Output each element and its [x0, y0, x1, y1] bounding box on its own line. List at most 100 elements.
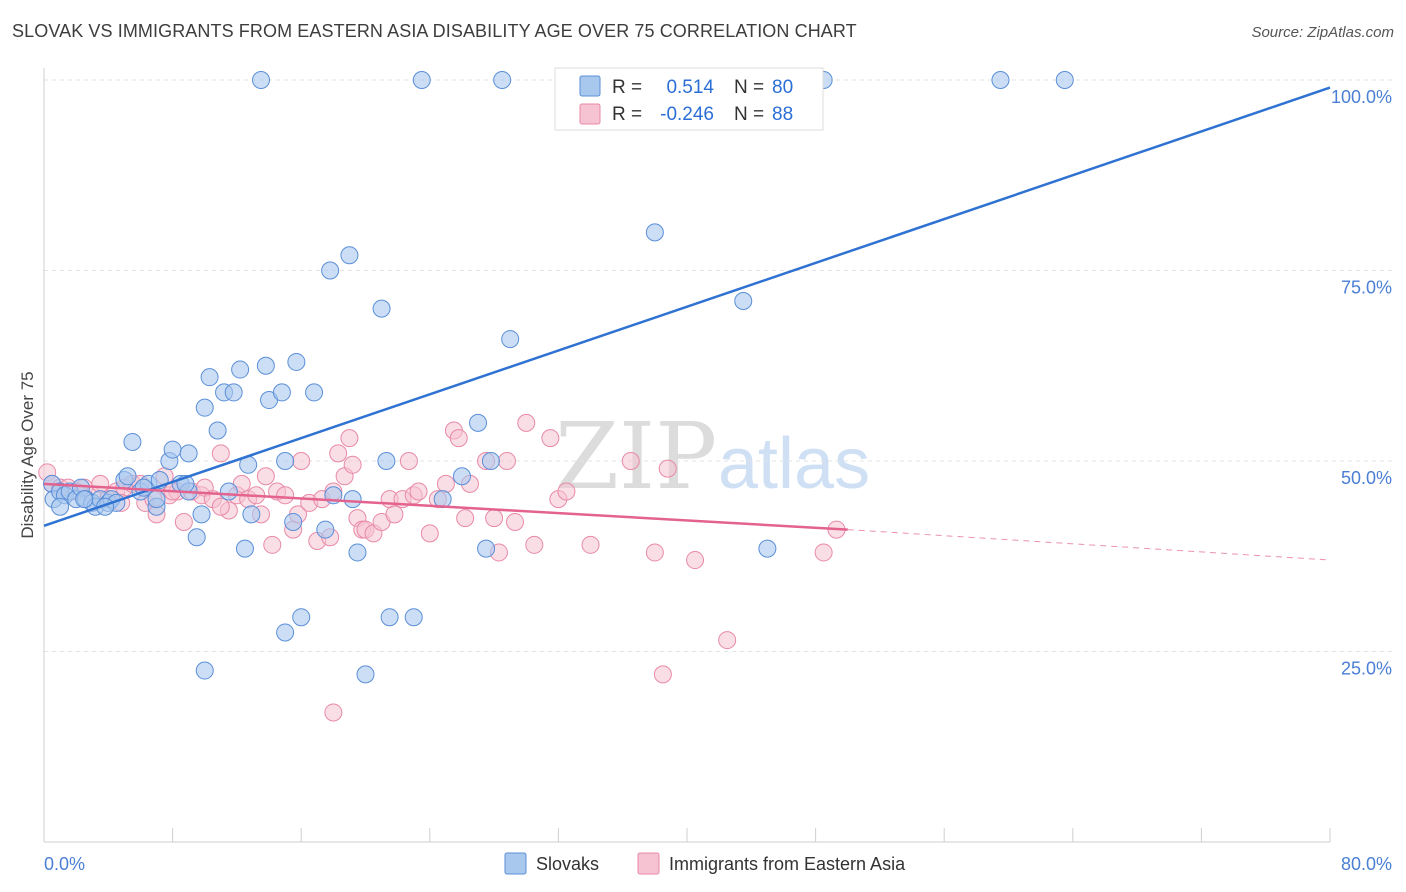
slovaks-point-49: [343, 490, 362, 509]
slovaks-point-75: [75, 490, 94, 509]
immigrants-point-60: [436, 474, 455, 493]
slovaks-point-52: [372, 299, 391, 318]
immigrants-trend-line: [43, 482, 848, 531]
immigrants-point-53: [385, 505, 404, 524]
slovaks-point-61: [481, 452, 500, 470]
immigrants-point-19: [174, 512, 193, 531]
immigrants-point-37: [292, 452, 311, 470]
slovaks-point-35: [242, 505, 261, 524]
slovaks-point-27: [195, 398, 214, 417]
legend-swatch-immigrants: [579, 103, 601, 125]
immigrants-point-72: [541, 429, 560, 448]
series-legend: Slovaks Immigrants from Eastern Asia: [504, 852, 906, 875]
slovaks-point-28: [200, 368, 219, 387]
immigrants-point-68: [497, 452, 516, 470]
slovaks-point-55: [404, 608, 423, 627]
correlation-legend: R = 0.514 N = 80 R = -0.246 N = 88: [554, 67, 824, 131]
slovaks-point-31: [224, 383, 243, 402]
slovaks-point-62: [493, 71, 512, 89]
slovaks-point-40: [276, 452, 295, 470]
slovaks-point-39: [272, 383, 291, 402]
slovaks-point-78: [219, 482, 238, 501]
slovaks-points: [43, 71, 1074, 684]
immigrants-point-71: [525, 535, 544, 554]
immigrants-point-85: [211, 497, 230, 516]
bottom-legend-label-immigrants: Immigrants from Eastern Asia: [669, 854, 906, 874]
legend-n-value-immigrants: 88: [772, 104, 793, 125]
legend-n-value-slovaks: 80: [772, 77, 793, 98]
source-note: Source: ZipAtlas.com: [1251, 24, 1394, 41]
immigrants-point-66: [485, 509, 504, 528]
slovaks-point-63: [501, 330, 520, 349]
slovaks-point-22: [163, 440, 182, 459]
immigrants-point-63: [456, 509, 475, 528]
immigrants-point-31: [256, 467, 275, 486]
y-tick-label-75: 75.0%: [1341, 278, 1392, 298]
immigrants-point-77: [645, 543, 664, 562]
slovaks-point-32: [231, 360, 250, 379]
immigrants-point-62: [449, 429, 468, 448]
immigrants-point-58: [420, 524, 439, 543]
bottom-legend-label-slovaks: Slovaks: [536, 854, 599, 874]
slovaks-point-33: [235, 539, 254, 558]
immigrants-point-55: [399, 452, 418, 470]
slovaks-point-46: [321, 261, 340, 280]
slovaks-point-51: [356, 665, 375, 684]
y-tick-label-25: 25.0%: [1341, 659, 1392, 679]
y-tick-label-100: 100.0%: [1331, 87, 1392, 107]
slovaks-point-50: [348, 543, 367, 562]
immigrants-point-7: [91, 474, 110, 493]
slovaks-point-16: [123, 432, 142, 451]
immigrants-point-80: [686, 551, 705, 570]
chart-title: SLOVAK VS IMMIGRANTS FROM EASTERN ASIA D…: [12, 21, 857, 41]
slovaks-trend-line: [43, 86, 1331, 527]
immigrants-point-82: [814, 543, 833, 562]
immigrants-point-84: [324, 703, 343, 722]
immigrants-point-46: [343, 455, 362, 474]
slovaks-point-54: [380, 608, 399, 627]
slovaks-point-29: [208, 421, 227, 440]
immigrants-point-34: [276, 486, 295, 505]
bottom-legend-swatch-immigrants: [637, 852, 660, 875]
immigrants-point-24: [211, 444, 230, 463]
y-tick-labels: 100.0% 75.0% 50.0% 25.0%: [1331, 87, 1392, 679]
legend-r-value-slovaks: 0.514: [666, 77, 714, 98]
immigrants-point-45: [340, 429, 359, 448]
immigrants-point-74: [557, 482, 576, 501]
trend-lines: [43, 86, 1331, 561]
slovaks-point-65: [734, 291, 753, 310]
slovaks-point-45: [316, 520, 335, 539]
immigrants-point-76: [621, 452, 640, 470]
legend-r-label-immigrants: R =: [612, 104, 642, 125]
slovaks-point-71: [179, 444, 198, 463]
slovaks-point-59: [469, 413, 488, 432]
slovaks-point-58: [452, 467, 471, 486]
slovaks-point-41: [284, 512, 303, 531]
slovaks-point-60: [477, 539, 496, 558]
legend-n-label-immigrants: N =: [734, 104, 764, 125]
y-axis-title: Disability Age Over 75: [18, 371, 37, 538]
immigrants-trend-extension: [847, 529, 1331, 561]
slovaks-point-68: [991, 71, 1010, 89]
watermark-atlas: atlas: [718, 424, 870, 504]
immigrants-point-70: [517, 413, 536, 432]
bottom-legend-swatch-slovaks: [504, 852, 527, 875]
legend-n-label-slovaks: N =: [734, 77, 764, 98]
immigrants-point-75: [581, 535, 600, 554]
immigrants-point-57: [409, 482, 428, 501]
slovaks-point-42: [287, 352, 306, 371]
immigrants-point-32: [263, 535, 282, 554]
immigrants-point-69: [505, 512, 524, 531]
immigrants-point-78: [653, 665, 672, 684]
slovaks-point-37: [256, 356, 275, 375]
x-axis-ticks: [43, 828, 1331, 842]
slovaks-point-43: [292, 608, 311, 627]
slovaks-point-72: [276, 623, 295, 642]
slovaks-point-25: [187, 528, 206, 547]
y-tick-label-50: 50.0%: [1341, 468, 1392, 488]
slovaks-point-66: [758, 539, 777, 558]
watermark: ZIP atlas: [555, 403, 870, 510]
legend-r-label-slovaks: R =: [612, 77, 642, 98]
slovaks-point-56: [412, 71, 431, 89]
